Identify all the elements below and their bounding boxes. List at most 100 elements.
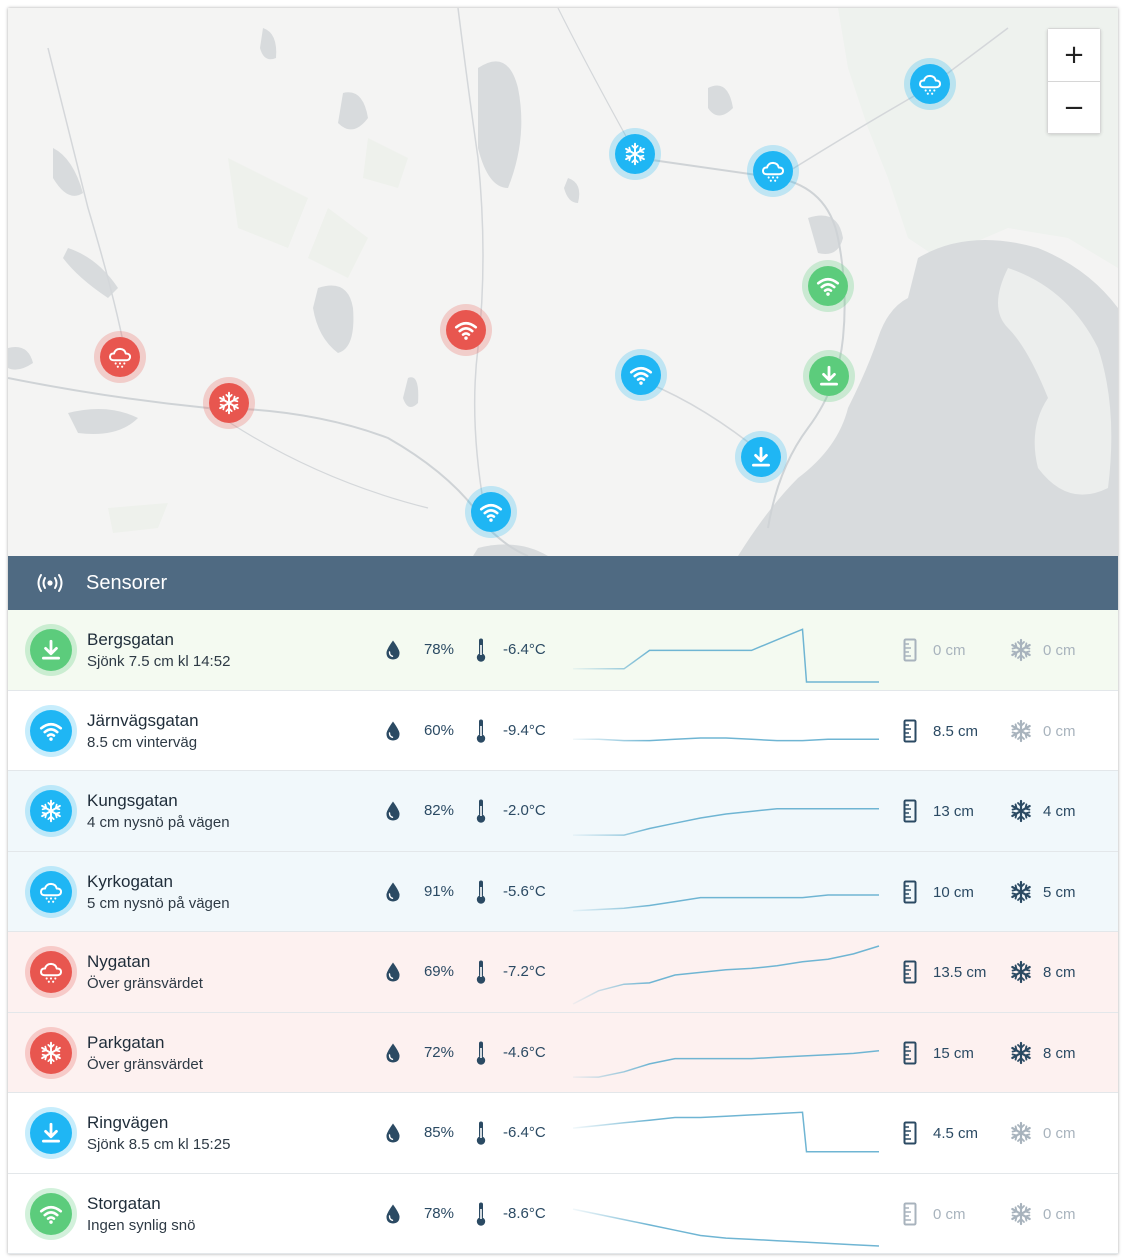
snow-depth-value: 0 cm <box>933 1205 966 1223</box>
zoom-control: + − <box>1047 28 1101 134</box>
snow-depth-value: 0 cm <box>933 642 966 659</box>
zoom-in-button[interactable]: + <box>1048 29 1100 81</box>
sensor-status: Sjönk 7.5 cm kl 14:52 <box>87 653 231 670</box>
map-marker-core <box>741 437 781 477</box>
map-marker[interactable] <box>609 128 661 180</box>
sensor-row[interactable]: Järnvägsgatan 8.5 cm vinterväg 60% -9.4°… <box>8 690 1118 771</box>
wifi-icon <box>629 366 653 385</box>
humidity-drop-icon <box>386 1043 400 1062</box>
humidity-drop-icon <box>386 801 400 821</box>
snowflake-icon <box>219 391 239 415</box>
map-marker[interactable] <box>803 350 855 402</box>
fresh-snow-value: 0 cm <box>1043 722 1076 740</box>
map-marker-core <box>446 310 486 350</box>
humidity-drop-icon <box>386 962 400 982</box>
snow-depth-trend <box>573 1049 880 1078</box>
fresh-snow-value: 4 cm <box>1043 803 1076 820</box>
snow-depth-trend <box>573 628 879 683</box>
wifi-icon <box>479 503 503 522</box>
snow-depth-value: 13.5 cm <box>933 964 987 981</box>
map-marker[interactable] <box>203 377 255 429</box>
sensor-row[interactable]: Nygatan Över gränsvärdet 69% -7.2°C 13.5… <box>8 932 1118 1013</box>
map-marker[interactable] <box>735 431 787 483</box>
ruler-icon <box>903 1121 917 1145</box>
sensor-status: 5 cm nysnö på vägen <box>87 894 230 912</box>
thermometer-icon <box>476 799 486 823</box>
sensor-name: Ringvägen <box>87 1113 169 1132</box>
sensors-header: Sensorer <box>8 556 1118 610</box>
download-icon <box>42 1122 60 1143</box>
sensor-row[interactable]: Bergsgatan Sjönk 7.5 cm kl 14:52 78% -6.… <box>8 610 1118 691</box>
trend-line <box>572 893 879 912</box>
map-marker-core <box>100 337 140 377</box>
map-marker[interactable] <box>94 331 146 383</box>
thermometer-icon <box>476 1121 486 1145</box>
humidity-drop-icon <box>386 1123 400 1143</box>
map-marker[interactable] <box>802 260 854 312</box>
sensor-name: Storgatan <box>87 1193 161 1213</box>
trend-line <box>572 945 880 1005</box>
humidity-value: 78% <box>423 1204 454 1222</box>
humidity-value: 85% <box>423 1124 454 1141</box>
ruler-icon <box>903 1202 917 1225</box>
fresh-snow-icon <box>1011 799 1031 823</box>
trend-line <box>572 1207 880 1247</box>
snow-depth-trend <box>572 1111 879 1153</box>
humidity-drop-icon <box>386 882 400 901</box>
map-marker-core <box>471 492 511 532</box>
wifi-icon <box>39 722 63 741</box>
sensors-title: Sensorer <box>86 571 168 594</box>
sensor-row[interactable]: Kungsgatan 4 cm nysnö på vägen 82% -2.0°… <box>8 771 1118 852</box>
sensor-name: Kyrkogatan <box>87 871 173 891</box>
temperature-value: -6.4°C <box>503 1124 546 1141</box>
sensor-list: Bergsgatan Sjönk 7.5 cm kl 14:52 78% -6.… <box>8 610 1118 1254</box>
map-marker-core <box>808 266 848 306</box>
temperature-value: -6.4°C <box>503 641 546 658</box>
snow-depth-value: 8.5 cm <box>933 722 979 740</box>
sensor-status: Ingen synlig snö <box>87 1216 196 1234</box>
fresh-snow-icon <box>1011 880 1031 903</box>
sensor-row[interactable]: Storgatan Ingen synlig snö 78% -8.6°C 0 … <box>8 1173 1118 1254</box>
zoom-out-button[interactable]: − <box>1048 81 1100 133</box>
map-marker-core <box>209 383 249 423</box>
sensor-status-icon <box>25 1107 77 1159</box>
snow-depth-trend <box>572 893 879 912</box>
temperature-value: -7.2°C <box>503 963 546 980</box>
sensor-name: Bergsgatan <box>87 630 174 649</box>
fresh-snow-icon <box>1011 719 1031 742</box>
fresh-snow-icon <box>1011 1202 1031 1225</box>
sensor-dashboard: + − <box>8 8 1118 1254</box>
fresh-snow-value: 0 cm <box>1043 1205 1076 1223</box>
ruler-icon <box>903 799 917 823</box>
trend-line <box>573 807 879 836</box>
sensor-row[interactable]: Parkgatan Över gränsvärdet 72% -4.6°C 15… <box>8 1012 1118 1093</box>
map[interactable]: + − <box>8 8 1118 556</box>
sensor-row[interactable]: Ringvägen Sjönk 8.5 cm kl 15:25 85% -6.4… <box>8 1093 1118 1174</box>
map-marker[interactable] <box>615 349 667 401</box>
map-marker[interactable] <box>440 304 492 356</box>
sensor-status-icon <box>25 704 77 757</box>
sensor-status-icon <box>25 1026 77 1079</box>
trend-line <box>573 628 879 683</box>
snowflake-icon <box>41 799 61 823</box>
ruler-icon <box>903 1041 917 1064</box>
humidity-drop-icon <box>386 640 400 660</box>
ruler-icon <box>903 960 917 984</box>
temperature-value: -5.6°C <box>503 882 546 900</box>
sensor-status: Sjönk 8.5 cm kl 15:25 <box>87 1136 231 1153</box>
map-marker[interactable] <box>465 486 517 538</box>
snow-depth-trend <box>573 736 879 741</box>
humidity-value: 78% <box>423 641 454 658</box>
map-marker[interactable] <box>747 145 799 197</box>
cloud-snow-icon <box>40 882 63 903</box>
download-icon <box>752 446 770 467</box>
map-marker[interactable] <box>904 58 956 110</box>
snow-depth-value: 10 cm <box>933 883 974 901</box>
snow-depth-value: 4.5 cm <box>933 1125 979 1142</box>
sensor-status: 4 cm nysnö på vägen <box>87 814 230 831</box>
sensor-row[interactable]: Kyrkogatan 5 cm nysnö på vägen 91% -5.6°… <box>8 851 1118 932</box>
trend-line <box>573 1049 880 1078</box>
fresh-snow-icon <box>1011 638 1031 662</box>
wifi-icon <box>39 1205 63 1224</box>
download-icon <box>820 365 838 386</box>
